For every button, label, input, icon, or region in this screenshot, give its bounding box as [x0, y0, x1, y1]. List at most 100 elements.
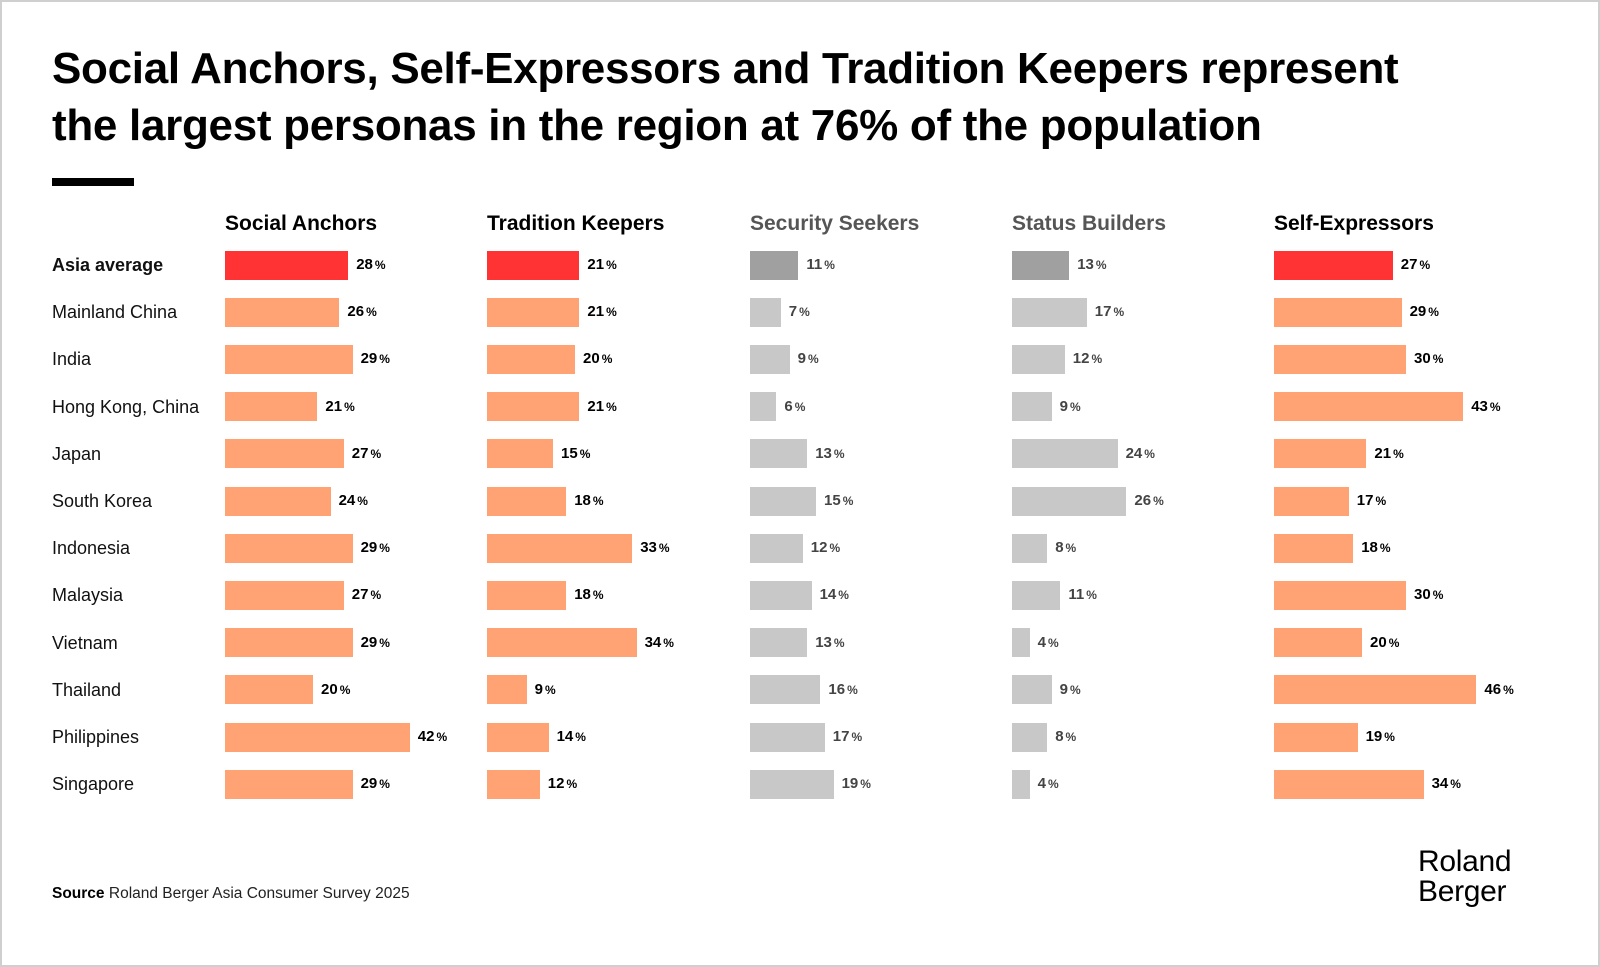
value-label-tradition-keepers-thailand: 9% [535, 680, 556, 700]
value-number: 17 [1356, 492, 1374, 509]
value-unit: % [379, 352, 390, 367]
value-unit: % [379, 541, 390, 556]
value-number: 12 [810, 539, 828, 557]
bar-tradition-keepers-thailand [487, 675, 527, 705]
value-number: 24 [338, 492, 356, 509]
bar-status-builders-hong-kong-china [1012, 392, 1052, 422]
bar-self-expressors-india [1274, 344, 1406, 374]
value-label-social-anchors-philippines: 42% [418, 727, 447, 747]
value-label-security-seekers-thailand: 16% [828, 680, 857, 700]
value-unit: % [436, 730, 448, 744]
value-unit: % [851, 730, 863, 744]
column-header-security-seekers: Security Seekers [750, 212, 920, 235]
bar-social-anchors-vietnam [225, 628, 353, 658]
value-label-status-builders-indonesia: 8% [1055, 538, 1076, 558]
value-label-self-expressors-vietnam: 20% [1370, 633, 1399, 653]
bar-security-seekers-asia-average [750, 250, 799, 280]
value-unit: % [544, 682, 556, 697]
bar-social-anchors-asia-average [225, 250, 349, 280]
value-number: 26 [1134, 492, 1152, 509]
bar-social-anchors-south-korea [225, 486, 331, 516]
value-label-status-builders-south-korea: 26% [1134, 491, 1163, 511]
value-unit: % [658, 541, 670, 556]
logo-line-1: Roland [1418, 845, 1512, 878]
value-number: 8 [1055, 728, 1064, 745]
value-number: 20 [1370, 633, 1387, 651]
value-unit: % [1450, 777, 1461, 792]
value-number: 19 [1365, 728, 1383, 745]
bar-self-expressors-indonesia [1274, 533, 1354, 563]
bar-social-anchors-indonesia [225, 533, 353, 563]
value-number: 20 [583, 350, 600, 368]
bar-security-seekers-thailand [750, 675, 821, 705]
bar-tradition-keepers-india [487, 344, 575, 374]
value-number: 4 [1037, 775, 1046, 793]
value-number: 26 [347, 303, 365, 321]
value-number: 29 [360, 350, 378, 368]
value-number: 15 [824, 492, 841, 509]
value-label-security-seekers-japan: 13% [815, 444, 844, 464]
bar-social-anchors-singapore [225, 769, 353, 799]
value-label-social-anchors-singapore: 29% [361, 774, 390, 794]
value-number: 12 [547, 775, 565, 793]
value-label-status-builders-thailand: 9% [1060, 680, 1081, 700]
value-number: 27 [351, 586, 369, 604]
value-unit: % [1379, 541, 1391, 556]
value-number: 16 [828, 680, 846, 698]
value-label-social-anchors-vietnam: 29% [361, 633, 390, 653]
bar-tradition-keepers-vietnam [487, 628, 637, 658]
value-number: 21 [325, 397, 343, 415]
value-number: 9 [1059, 680, 1068, 698]
value-number: 17 [1094, 303, 1112, 321]
value-unit: % [579, 446, 591, 461]
bar-tradition-keepers-hong-kong-china [487, 392, 580, 422]
bar-self-expressors-asia-average [1274, 250, 1393, 280]
value-label-self-expressors-japan: 21% [1374, 444, 1403, 464]
row-label-asia-average: Asia average [52, 255, 164, 275]
value-number: 18 [574, 492, 591, 509]
value-label-security-seekers-singapore: 19% [842, 774, 871, 794]
value-number: 21 [587, 397, 605, 415]
value-unit: % [1065, 730, 1077, 744]
bar-social-anchors-malaysia [225, 580, 344, 610]
value-unit: % [1432, 588, 1444, 603]
row-label-mainland-china: Mainland China [52, 302, 178, 323]
bar-tradition-keepers-japan [487, 439, 553, 469]
value-number: 34 [644, 633, 662, 651]
bar-status-builders-philippines [1012, 722, 1048, 752]
value-unit: % [1069, 399, 1081, 414]
bar-status-builders-vietnam [1012, 628, 1030, 658]
bar-status-builders-indonesia [1012, 533, 1048, 563]
value-number: 18 [1361, 539, 1378, 557]
bar-self-expressors-japan [1274, 439, 1367, 469]
row-label-malaysia: Malaysia [52, 585, 124, 606]
value-label-status-builders-japan: 24% [1126, 444, 1155, 464]
value-unit: % [1065, 541, 1077, 556]
value-unit: % [1503, 682, 1514, 697]
value-label-self-expressors-asia-average: 27% [1401, 255, 1430, 275]
value-unit: % [370, 446, 382, 461]
value-label-self-expressors-thailand: 46% [1484, 680, 1513, 700]
value-number: 13 [815, 633, 832, 651]
value-label-social-anchors-mainland-china: 26% [347, 302, 376, 322]
bar-status-builders-malaysia [1012, 580, 1061, 610]
value-label-social-anchors-thailand: 20% [321, 680, 350, 700]
value-unit: % [601, 352, 613, 367]
value-label-security-seekers-philippines: 17% [833, 727, 862, 747]
column-header-tradition-keepers: Tradition Keepers [487, 212, 665, 235]
value-label-tradition-keepers-asia-average: 21% [587, 255, 616, 275]
bar-security-seekers-indonesia [750, 533, 803, 563]
value-unit: % [1489, 399, 1501, 414]
bar-security-seekers-india [750, 344, 790, 374]
value-label-social-anchors-malaysia: 27% [352, 585, 381, 605]
value-number: 29 [1409, 303, 1427, 321]
value-label-security-seekers-vietnam: 13% [815, 633, 844, 653]
value-unit: % [838, 588, 849, 603]
bar-security-seekers-singapore [750, 769, 834, 799]
value-number: 21 [1374, 444, 1392, 462]
bar-security-seekers-malaysia [750, 580, 812, 610]
value-label-security-seekers-malaysia: 14% [820, 585, 849, 605]
title-underline-rule [52, 178, 134, 186]
value-unit: % [592, 494, 604, 508]
value-label-social-anchors-india: 29% [361, 349, 390, 369]
